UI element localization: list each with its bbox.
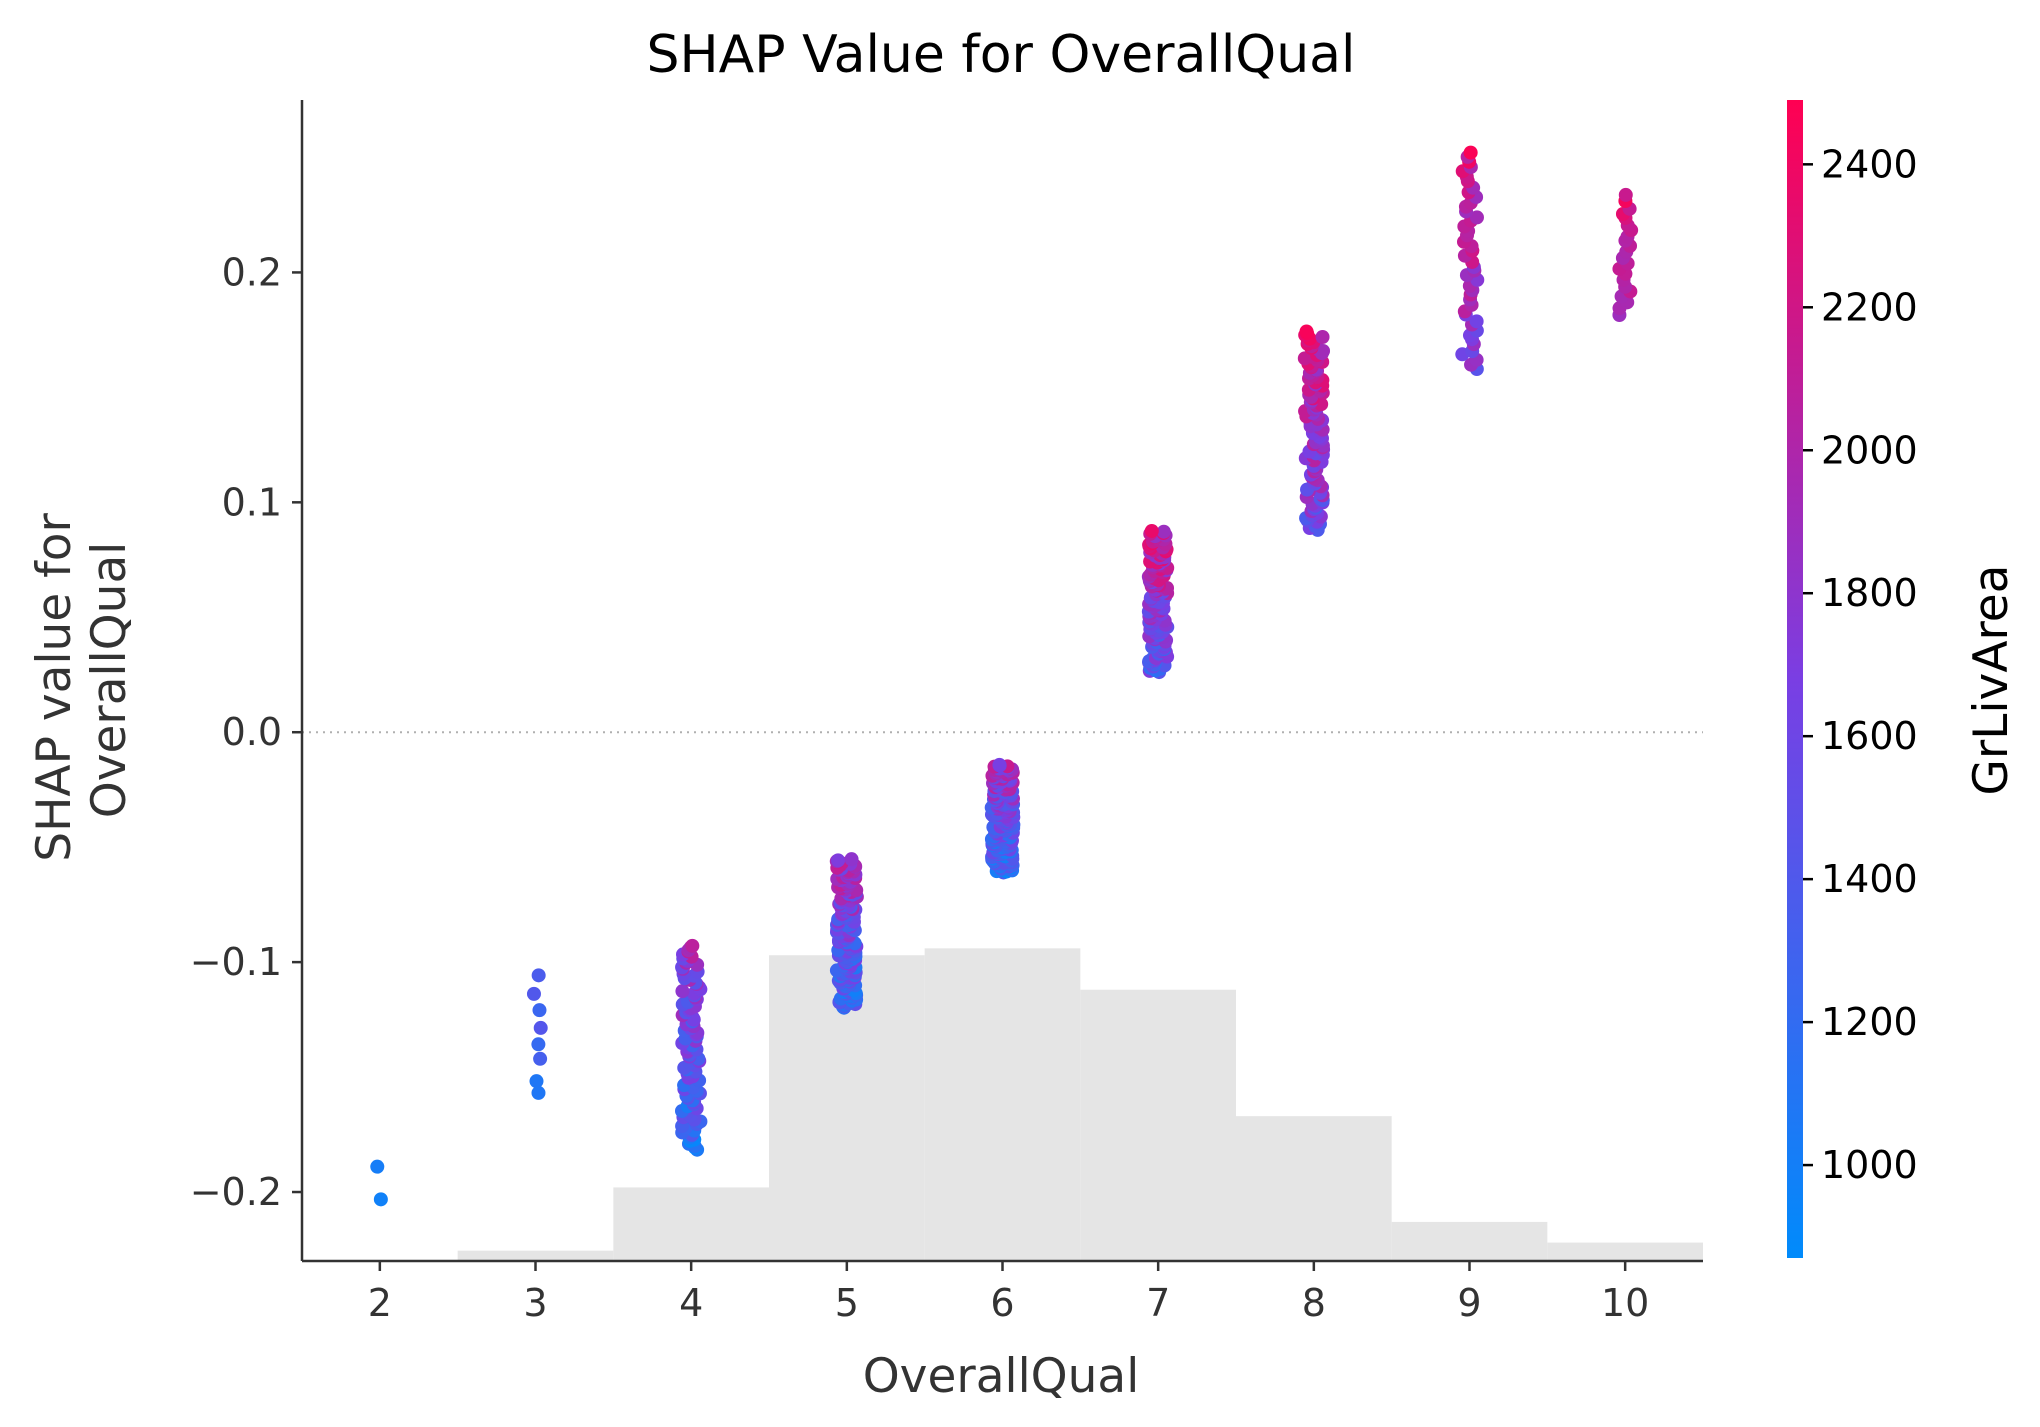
data-point-q2	[370, 1159, 385, 1174]
data-point-q8	[1315, 330, 1330, 345]
histogram-bin-5	[1236, 1116, 1392, 1261]
data-point-q6	[992, 757, 1007, 772]
y-axis-label: SHAP value for OverallQual	[27, 498, 137, 862]
colorbar-tick-label: 2200	[1821, 285, 1918, 329]
data-point-q7	[1156, 524, 1171, 539]
x-tick-label: 9	[1457, 1281, 1481, 1325]
data-point-q2	[373, 1192, 388, 1207]
histogram-bin-0	[457, 1250, 614, 1261]
histogram	[457, 948, 1703, 1261]
x-tick-label: 4	[679, 1281, 703, 1325]
data-point-q5	[831, 853, 846, 868]
x-tick-label: 8	[1302, 1281, 1326, 1325]
colorbar-tick-label: 1600	[1821, 714, 1918, 758]
data-point-q3	[533, 1020, 548, 1035]
data-point-q4	[685, 938, 700, 953]
colorbar-ticks: 1000 1200 1400 1600 1800 2000 2200 2400	[1803, 142, 1918, 1187]
data-point-q9	[1469, 210, 1484, 225]
colorbar	[1787, 100, 1803, 1258]
colorbar-tick-label: 1800	[1821, 571, 1918, 615]
histogram-bin-6	[1391, 1221, 1548, 1261]
data-point-q3	[531, 1037, 546, 1052]
x-axis-label: OverallQual	[863, 1349, 1140, 1404]
scatter-points	[370, 145, 1639, 1207]
x-tick-label: 2	[368, 1281, 392, 1325]
x-tick-label: 6	[990, 1281, 1014, 1325]
data-point-q3	[529, 1074, 544, 1089]
y-tick-label: −0.2	[190, 1170, 282, 1214]
data-point-q5	[844, 852, 859, 867]
y-axis-label-line-1: SHAP value for	[27, 513, 82, 862]
data-point-q8	[1299, 324, 1314, 339]
y-tick-label: 0.0	[222, 710, 282, 754]
histogram-bin-3	[924, 948, 1081, 1261]
data-point-q4	[675, 984, 690, 999]
y-axis-ticks: 0.2 0.1 0.0 −0.1 −0.2	[190, 250, 302, 1214]
x-tick-label: 3	[523, 1281, 547, 1325]
data-point-q3	[526, 986, 541, 1001]
colorbar-tick-label: 1400	[1821, 857, 1918, 901]
colorbar-tick-label: 2000	[1821, 428, 1918, 472]
data-point-q7	[1144, 523, 1159, 538]
data-point-q3	[531, 968, 546, 983]
colorbar-tick-label: 1200	[1821, 1000, 1918, 1044]
colorbar-tick-label: 2400	[1821, 142, 1918, 186]
histogram-bin-4	[1080, 989, 1236, 1261]
colorbar-tick-label: 1000	[1821, 1143, 1918, 1187]
histogram-bin-1	[613, 1187, 769, 1261]
colorbar-label: GrLivArea	[1964, 565, 2019, 796]
x-tick-label: 7	[1146, 1281, 1170, 1325]
data-point-q9	[1463, 145, 1478, 160]
y-tick-label: 0.1	[222, 480, 282, 524]
y-tick-label: 0.2	[222, 250, 282, 294]
data-point-q10	[1618, 187, 1633, 202]
x-tick-label: 10	[1601, 1281, 1649, 1325]
y-axis-label-line-2: OverallQual	[82, 542, 137, 819]
histogram-bin-7	[1547, 1242, 1703, 1261]
data-point-q3	[533, 1051, 548, 1066]
data-point-q9	[1469, 314, 1484, 329]
x-axis-ticks: 2 3 4 5 6 7 8 9 10	[368, 1261, 1649, 1325]
y-tick-label: −0.1	[190, 940, 282, 984]
data-point-q3	[532, 1003, 547, 1018]
x-tick-label: 5	[835, 1281, 859, 1325]
data-point-q3	[531, 1085, 546, 1100]
chart-title: SHAP Value for OverallQual	[647, 25, 1356, 85]
